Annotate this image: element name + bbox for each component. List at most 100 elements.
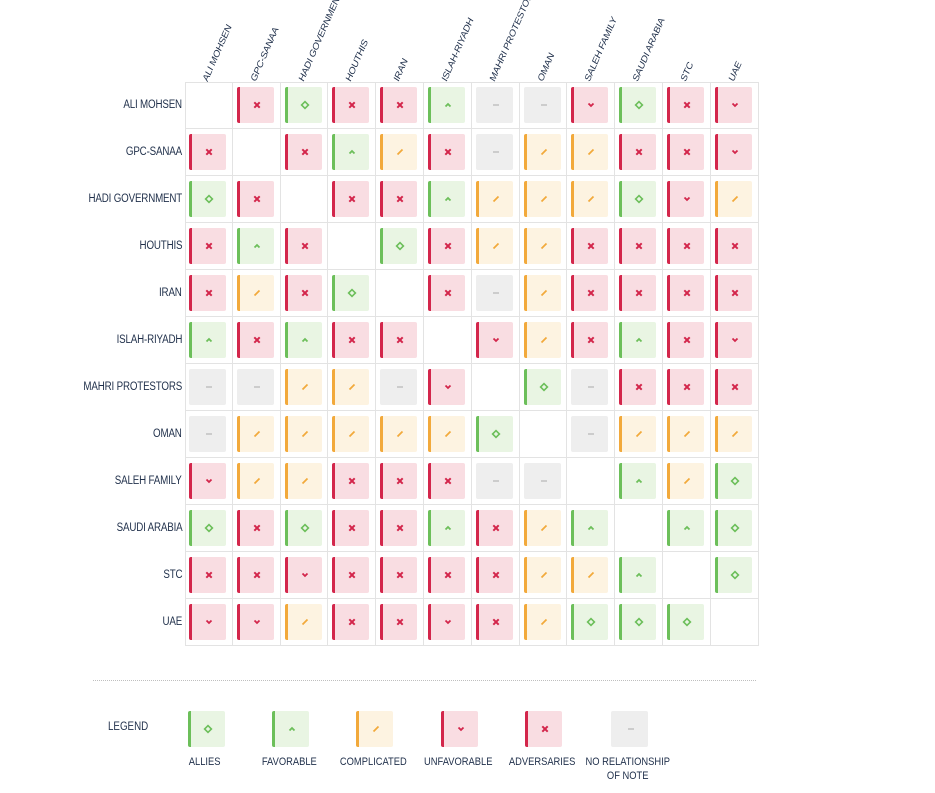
relationship-matrix: ALI MOHSEN GPC-SANAA HADI GOVERNMENT HOUTHI…: [83, 0, 759, 646]
relationship-tile-adversaries: [428, 134, 465, 170]
diamond-icon: [300, 523, 310, 533]
relationship-tile-none: [475, 463, 513, 499]
slash-icon: [372, 725, 380, 733]
matrix-cell: [567, 176, 616, 223]
matrix-cell: [424, 364, 472, 411]
column-header: SAUDI ARABIA: [631, 15, 668, 84]
cross-icon: [635, 242, 643, 250]
relationship-tile-adversaries: [714, 369, 752, 405]
cross-icon: [541, 725, 549, 733]
relationship-tile-none: [571, 416, 609, 452]
relationship-tile-favorable: [619, 557, 657, 593]
matrix-cell: [710, 364, 759, 411]
relationship-tile-allies: [189, 510, 226, 546]
matrix-cell: [471, 411, 520, 458]
cross-icon: [253, 101, 261, 109]
relationship-tile-favorable: [428, 87, 465, 123]
relationship-tile-allies: [619, 87, 657, 123]
relationship-tile-adversaries: [380, 604, 418, 640]
matrix-cell: [663, 364, 711, 411]
matrix-cell: [376, 270, 424, 317]
cross-icon: [396, 618, 404, 626]
matrix-cell: [710, 458, 759, 505]
diamond-icon: [204, 523, 214, 533]
relationship-tile-complicated: [284, 369, 322, 405]
relationship-tile-favorable: [189, 322, 226, 358]
relationship-tile-adversaries: [380, 87, 418, 123]
cross-icon: [348, 571, 356, 579]
matrix-cell: [663, 411, 711, 458]
relationship-tile-adversaries: [475, 557, 513, 593]
relationship-tile-complicated: [571, 181, 609, 217]
matrix-cell: [710, 317, 759, 364]
relationship-tile-allies: [284, 87, 322, 123]
matrix-cell: [567, 270, 616, 317]
matrix-cell: [663, 270, 711, 317]
matrix-cell: [280, 458, 329, 505]
matrix-cell: [376, 82, 424, 129]
relationship-tile-allies: [475, 416, 513, 452]
cross-icon: [492, 524, 500, 532]
chevron-up-icon: [205, 337, 213, 343]
column-header: UAE: [726, 59, 744, 84]
matrix-cell: [328, 223, 377, 270]
relationship-tile-adversaries: [380, 557, 418, 593]
matrix-cell: [280, 176, 329, 223]
chevron-up-icon: [288, 726, 296, 732]
relationship-tile-complicated: [619, 416, 657, 452]
relationship-tile-adversaries: [667, 134, 704, 170]
matrix-cell: [615, 176, 663, 223]
matrix-cell: [424, 270, 472, 317]
matrix-cell: [471, 458, 520, 505]
row-header: MAHRI PROTESTORS: [83, 381, 182, 393]
matrix-cell: [376, 176, 424, 223]
matrix-cell: [185, 411, 233, 458]
diamond-icon: [491, 429, 501, 439]
chevron-down-icon: [205, 619, 213, 625]
relationship-tile-allies: [571, 604, 609, 640]
column-header: MAHRI PROTESTORS: [487, 0, 538, 84]
relationship-tile-favorable: [284, 322, 322, 358]
relationship-tile-adversaries: [236, 181, 274, 217]
row-header: HOUTHIS: [139, 240, 182, 252]
matrix-cell: [328, 458, 377, 505]
dash-icon: [492, 151, 499, 153]
cross-icon: [444, 477, 452, 485]
matrix-cell: [519, 599, 568, 646]
relationship-tile-unfavorable: [428, 369, 465, 405]
slash-icon: [683, 430, 691, 438]
diamond-icon: [204, 194, 214, 204]
matrix-cell: [328, 176, 377, 223]
legend-swatch-complicated: [356, 711, 393, 747]
cross-icon: [683, 148, 691, 156]
cross-icon: [396, 571, 404, 579]
cross-icon: [683, 383, 691, 391]
matrix-cell: [185, 270, 233, 317]
matrix-cell: [185, 599, 233, 646]
matrix-cell: [471, 176, 520, 223]
cross-icon: [444, 148, 452, 156]
relationship-tile-unfavorable: [428, 604, 465, 640]
dash-icon: [492, 480, 499, 482]
relationship-tile-adversaries: [189, 228, 226, 264]
relationship-tile-favorable: [236, 228, 274, 264]
relationship-tile-allies: [667, 604, 704, 640]
relationship-tile-adversaries: [475, 604, 513, 640]
column-header: IRAN: [392, 56, 411, 84]
relationship-tile-complicated: [523, 510, 561, 546]
relationship-tile-adversaries: [380, 322, 418, 358]
relationship-tile-adversaries: [284, 228, 322, 264]
relationship-tile-allies: [714, 510, 752, 546]
dash-icon: [588, 386, 595, 388]
relationship-tile-none: [475, 134, 513, 170]
relationship-tile-complicated: [428, 416, 465, 452]
slash-icon: [301, 430, 308, 438]
matrix-cell: [185, 458, 233, 505]
relationship-tile-allies: [380, 228, 418, 264]
matrix-cell: [567, 552, 616, 599]
matrix-cell: [519, 270, 568, 317]
cross-icon: [253, 571, 261, 579]
relationship-tile-complicated: [523, 604, 561, 640]
chevron-down-icon: [205, 478, 213, 484]
relationship-tile-complicated: [236, 416, 274, 452]
